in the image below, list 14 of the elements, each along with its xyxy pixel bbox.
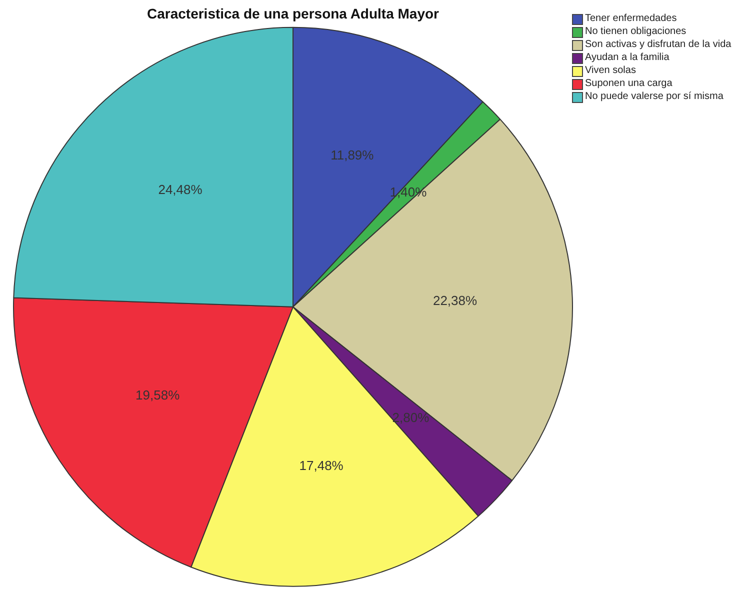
legend-label: No tienen obligaciones: [585, 26, 686, 37]
legend-label: No puede valerse por sí misma: [585, 91, 724, 102]
data-label: 11,89%: [330, 148, 374, 163]
legend-label: Ayudan a la familia: [585, 52, 670, 63]
legend-label: Son activas y disfrutan de la vida: [585, 39, 732, 50]
legend-label: Suponen una carga: [585, 78, 672, 89]
data-label: 22,38%: [432, 293, 478, 308]
chart-title: Caracteristica de una persona Adulta Mayor: [146, 5, 440, 22]
legend-label: Viven solas: [585, 65, 636, 76]
data-label: 24,48%: [158, 182, 203, 197]
data-label: 2,80%: [392, 410, 430, 425]
data-label: 17,48%: [299, 458, 344, 474]
data-label: 19,58%: [136, 388, 180, 403]
legend-label: Tener enfermedades: [585, 13, 677, 24]
